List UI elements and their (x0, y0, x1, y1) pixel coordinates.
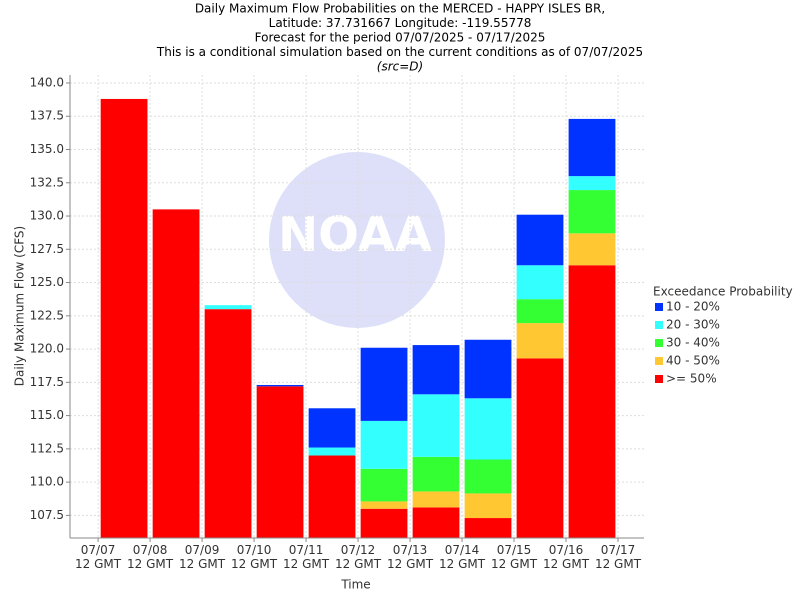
bar-segment (464, 518, 512, 538)
bar-segment (464, 339, 512, 399)
x-tick-label: 07/08 12 GMT (127, 543, 174, 571)
y-tick-label: 140.0 (30, 75, 64, 89)
legend-swatch (655, 339, 663, 347)
chart-title: This is a conditional simulation based o… (156, 45, 643, 59)
legend-label: 20 - 30% (666, 318, 720, 332)
x-tick-label: 07/16 12 GMT (543, 543, 590, 571)
x-tick-label: 07/07 12 GMT (75, 543, 122, 571)
y-tick-label: 110.0 (30, 475, 64, 489)
bar-segment (568, 176, 616, 191)
legend-swatch (655, 303, 663, 311)
legend-label: 40 - 50% (666, 354, 720, 368)
bar-segment (152, 209, 200, 538)
watermark-disc (269, 152, 445, 328)
y-tick-label: 112.5 (30, 441, 64, 455)
bar-segment (204, 309, 252, 538)
chart-title: Forecast for the period 07/07/2025 - 07/… (255, 31, 546, 45)
watermark: NOAA (269, 152, 445, 328)
bar-segment (100, 98, 148, 538)
bar-segment (256, 386, 304, 538)
x-tick-label: 07/11 12 GMT (283, 543, 330, 571)
y-tick-label: 132.5 (30, 175, 64, 189)
bar-segment (412, 394, 460, 457)
bar-segment (360, 508, 408, 538)
x-tick-label: 07/14 12 GMT (439, 543, 486, 571)
y-tick-label: 122.5 (30, 308, 64, 322)
y-axis-label: Daily Maximum Flow (CFS) (13, 226, 27, 386)
legend-label: 10 - 20% (666, 300, 720, 314)
x-tick-label: 07/15 12 GMT (491, 543, 538, 571)
bar-segment (464, 398, 512, 460)
bar-segment (568, 233, 616, 266)
bar-segment (516, 214, 564, 266)
bar-segment (204, 305, 252, 310)
chart-title: (src=D) (377, 60, 423, 74)
bar-segment (360, 468, 408, 502)
bar-segment (464, 459, 512, 494)
bar-segment (412, 345, 460, 395)
x-tick-label: 07/13 12 GMT (387, 543, 434, 571)
chart-title: Latitude: 37.731667 Longitude: -119.5577… (269, 16, 532, 30)
bar-segment (360, 420, 408, 469)
legend-title: Exceedance Probability (653, 285, 793, 299)
bar-segment (516, 265, 564, 300)
bar-segment (360, 501, 408, 509)
bar-segment (360, 347, 408, 421)
bar-segment (568, 118, 616, 177)
legend-swatch (655, 375, 663, 383)
y-tick-label: 130.0 (30, 209, 64, 223)
bar-segment (308, 455, 356, 538)
legend-swatch (655, 357, 663, 365)
watermark-text: NOAA (278, 207, 432, 263)
bar-segment (412, 491, 460, 508)
y-tick-label: 135.0 (30, 142, 64, 156)
bar-segment (516, 358, 564, 538)
bar-segment (308, 447, 356, 456)
x-tick-label: 07/12 12 GMT (335, 543, 382, 571)
x-tick-label: 07/09 12 GMT (179, 543, 226, 571)
chart-title: Daily Maximum Flow Probabilities on the … (195, 2, 605, 16)
bar-segment (308, 408, 356, 448)
legend-swatch (655, 321, 663, 329)
y-tick-label: 127.5 (30, 242, 64, 256)
bar-segment (412, 456, 460, 492)
y-tick-label: 117.5 (30, 375, 64, 389)
bar-segment (256, 384, 304, 387)
bar-segment (516, 299, 564, 324)
x-tick-label: 07/10 12 GMT (231, 543, 278, 571)
y-tick-label: 125.0 (30, 275, 64, 289)
y-tick-label: 120.0 (30, 342, 64, 356)
bar-segment (412, 507, 460, 538)
bar-segment (568, 265, 616, 538)
y-tick-label: 137.5 (30, 109, 64, 123)
y-tick-label: 107.5 (30, 508, 64, 522)
legend-label: 30 - 40% (666, 336, 720, 350)
y-tick-label: 115.0 (30, 408, 64, 422)
bar-segment (516, 323, 564, 359)
legend-label: >= 50% (666, 372, 717, 386)
bar-segment (568, 190, 616, 234)
bar-segment (464, 493, 512, 519)
x-tick-label: 07/17 12 GMT (595, 543, 642, 571)
x-axis-label: Time (340, 578, 370, 592)
